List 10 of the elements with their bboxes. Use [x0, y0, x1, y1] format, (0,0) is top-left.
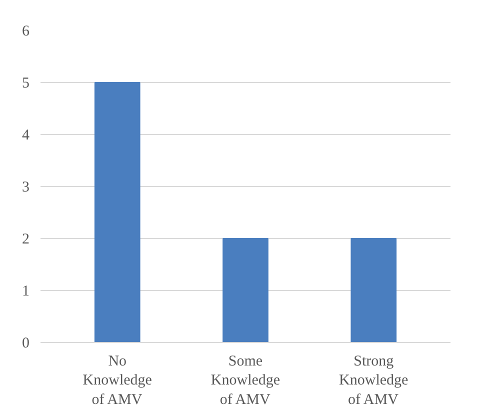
y-tick-label: 6 [22, 24, 30, 40]
y-tick-label: 3 [22, 180, 30, 196]
x-tick-label: Strong Knowledge of AMV [339, 354, 409, 408]
x-tick-label: Some Knowledge of AMV [210, 354, 280, 408]
y-tick-label: 2 [22, 232, 30, 248]
y-tick-label: 1 [22, 284, 30, 300]
x-tick-label: No Knowledge of AMV [82, 354, 152, 408]
y-tick-label: 4 [22, 128, 30, 144]
y-tick-label: 0 [22, 336, 30, 352]
y-tick-label: 5 [22, 76, 30, 92]
